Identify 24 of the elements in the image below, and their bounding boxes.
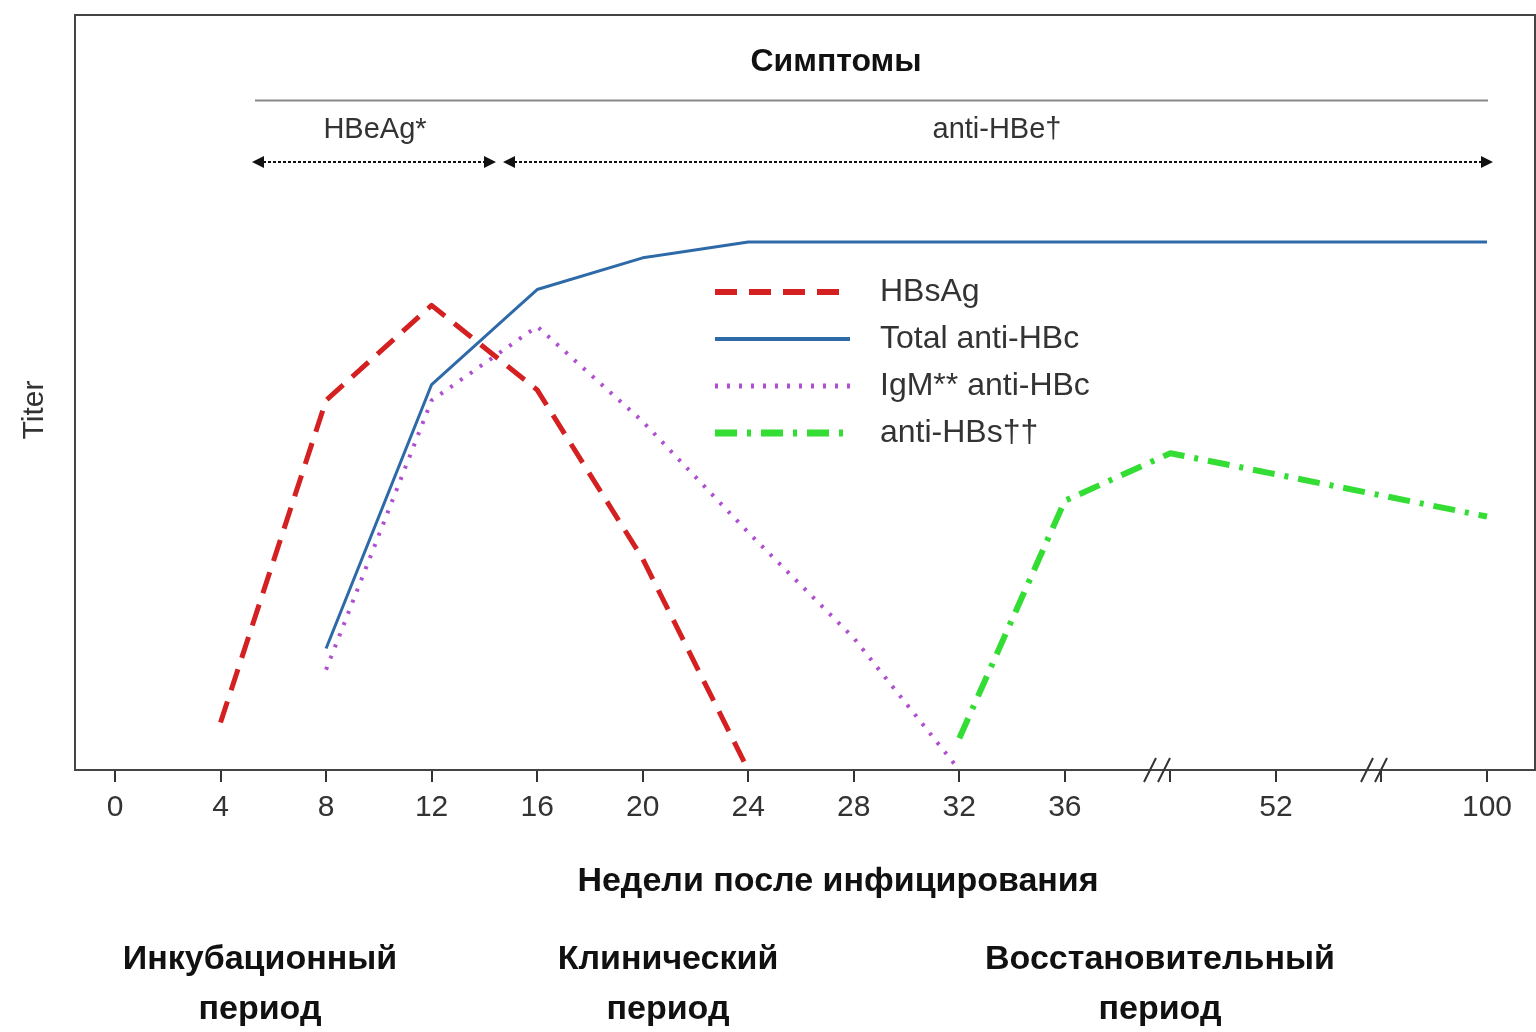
y-axis-title: Titer	[16, 380, 50, 440]
x-tick-label: 20	[626, 789, 660, 823]
x-tick-label: 8	[317, 789, 335, 823]
x-tick-label: 52	[1259, 789, 1293, 823]
text: Клинический период	[557, 938, 779, 1027]
text: Инкубационный период	[122, 938, 398, 1027]
x-tick-label: 32	[942, 789, 976, 823]
text: anti-HBe†	[932, 112, 1062, 144]
legend-label: IgM** anti-HBc	[880, 365, 1090, 402]
x-tick-label: 28	[837, 789, 871, 823]
x-tick-label: 16	[520, 789, 554, 823]
x-tick-label: 36	[1048, 789, 1082, 823]
text: Симптомы	[750, 41, 922, 78]
x-tick-label: 12	[414, 789, 449, 823]
legend-label: HBsAg	[880, 271, 980, 308]
text: HBeAg*	[323, 112, 427, 144]
legend-label: Total anti-HBc	[880, 318, 1080, 355]
x-tick-label: 4	[212, 789, 229, 823]
x-tick-label: 0	[106, 789, 124, 823]
x-tick-label: 24	[731, 789, 765, 823]
text: Восстановительный период	[985, 938, 1335, 1027]
x-tick-label: 100	[1461, 789, 1513, 823]
legend-label: anti-HBs††	[880, 412, 1039, 449]
x-axis-title: Недели после инфицирования	[577, 860, 1099, 899]
